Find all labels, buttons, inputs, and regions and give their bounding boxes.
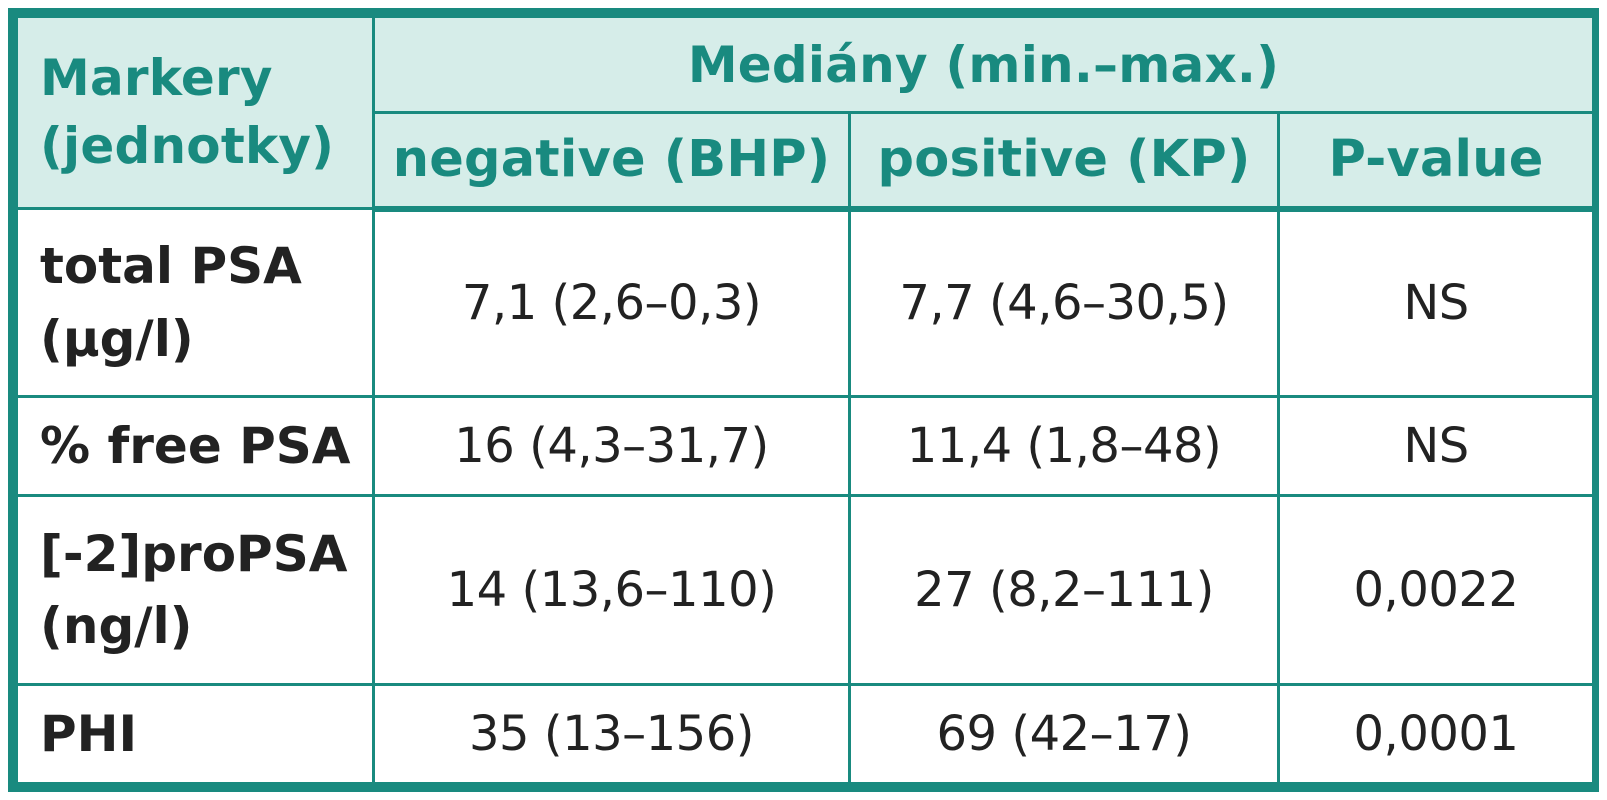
header-row-group: Markery (jednotky) Mediány (min.–max.) <box>15 15 1595 210</box>
cell-p-value: 0,0001 <box>1277 682 1595 786</box>
cell-positive: 7,7 (4,6–30,5) <box>848 206 1280 399</box>
header-markers-line1: Markery <box>40 49 273 107</box>
cell-negative: 14 (13,6–110) <box>372 494 851 686</box>
header-negative: negative (BHP) <box>372 111 851 212</box>
results-table: Markery (jednotky) Mediány (min.–max.) n… <box>15 15 1595 786</box>
table-row: [-2]proPSA (ng/l) 14 (13,6–110) 27 (8,2–… <box>15 494 1595 686</box>
row-label-line1: [-2]proPSA <box>40 524 348 583</box>
row-label-total-psa: total PSA (µg/l) <box>15 206 375 399</box>
row-label-phi: PHI <box>15 682 375 786</box>
header-row-sub: negative (BHP) positive (KP) P-value <box>17 111 1595 212</box>
cell-p-value: 0,0022 <box>1277 494 1595 686</box>
header-markers: Markery (jednotky) <box>15 15 375 210</box>
cell-negative: 7,1 (2,6–0,3) <box>372 206 851 399</box>
cell-negative: 35 (13–156) <box>372 682 851 786</box>
table-row: total PSA (µg/l) 7,1 (2,6–0,3) 7,7 (4,6–… <box>15 206 1595 399</box>
cell-negative: 16 (4,3–31,7) <box>372 395 851 498</box>
table-body: total PSA (µg/l) 7,1 (2,6–0,3) 7,7 (4,6–… <box>15 206 1595 786</box>
cell-positive: 27 (8,2–111) <box>848 494 1280 686</box>
row-label-free-psa: % free PSA <box>15 395 375 498</box>
results-table-frame: Markery (jednotky) Mediány (min.–max.) n… <box>8 8 1599 792</box>
header-medians-group: Mediány (min.–max.) <box>372 15 1595 114</box>
row-label-line1: total PSA <box>40 237 302 296</box>
table-header: Markery (jednotky) Mediány (min.–max.) n… <box>15 15 1595 212</box>
header-positive: positive (KP) <box>848 111 1280 212</box>
cell-positive: 11,4 (1,8–48) <box>848 395 1280 498</box>
row-label-line2: (ng/l) <box>40 597 193 656</box>
row-label-line1: PHI <box>40 704 138 763</box>
header-markers-line2: (jednotky) <box>40 116 335 175</box>
row-label-line2: (µg/l) <box>40 309 194 368</box>
cell-p-value: NS <box>1277 395 1595 498</box>
header-p-value: P-value <box>1277 111 1595 212</box>
row-label-line1: % free PSA <box>40 417 351 476</box>
table-row: PHI 35 (13–156) 69 (42–17) 0,0001 <box>15 682 1595 786</box>
cell-p-value: NS <box>1277 206 1595 399</box>
cell-positive: 69 (42–17) <box>848 682 1280 786</box>
row-label-pro-psa: [-2]proPSA (ng/l) <box>15 494 375 686</box>
table-row: % free PSA 16 (4,3–31,7) 11,4 (1,8–48) N… <box>15 395 1595 498</box>
